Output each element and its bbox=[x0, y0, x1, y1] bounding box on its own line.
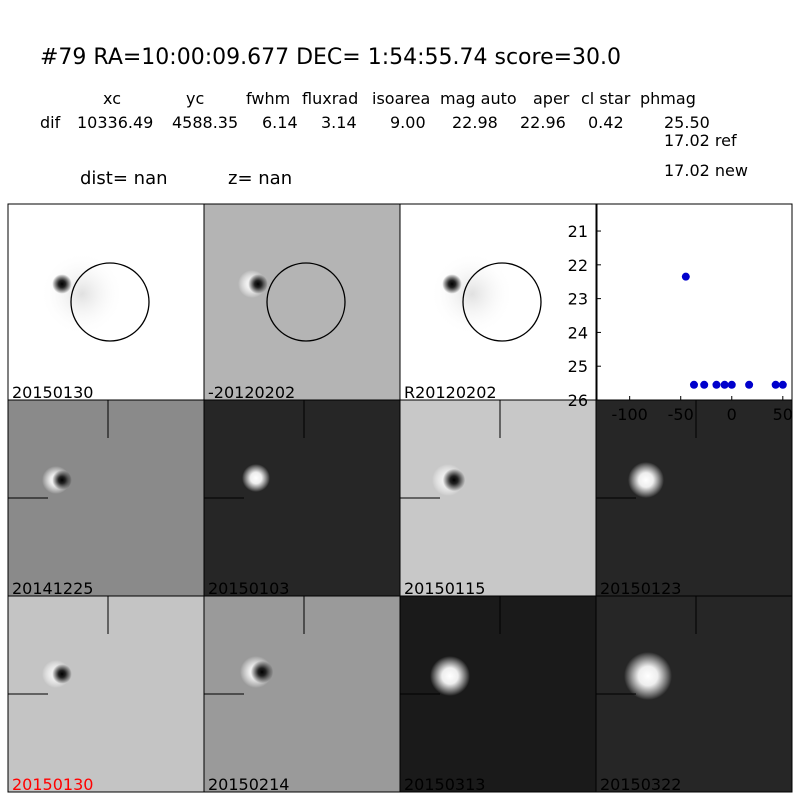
panel-label: 20150130 bbox=[12, 383, 93, 402]
column-header: fluxrad bbox=[302, 89, 358, 108]
image-panel: 20150130 bbox=[8, 204, 204, 402]
y-tick-label: 21 bbox=[568, 222, 588, 241]
image-panel: 20150115 bbox=[400, 400, 596, 598]
data-point bbox=[728, 381, 736, 389]
cell: 22.98 bbox=[452, 113, 498, 132]
column-header: isoarea bbox=[372, 89, 430, 108]
column-header: yc bbox=[186, 89, 204, 108]
column-header: mag auto bbox=[440, 89, 517, 108]
plot-bg bbox=[597, 204, 792, 400]
panel-label: 20150103 bbox=[208, 579, 289, 598]
panel-label: R20120202 bbox=[404, 383, 497, 402]
panel-label: 20150130 bbox=[12, 775, 93, 794]
image-panel: 20150214 bbox=[204, 596, 400, 794]
cell: 3.14 bbox=[321, 113, 357, 132]
cell: 10336.49 bbox=[77, 113, 153, 132]
x-tick-label: 50 bbox=[773, 405, 793, 424]
dark-blob bbox=[251, 661, 273, 683]
image-panel: 20141225 bbox=[8, 400, 204, 598]
z: z= nan bbox=[228, 168, 292, 189]
image-panel: R20120202 bbox=[400, 204, 596, 402]
image-panel: 20150322 bbox=[596, 596, 792, 794]
column-header: phmag bbox=[640, 89, 696, 108]
dist: dist= nan bbox=[80, 168, 168, 189]
panel-label: 20141225 bbox=[12, 579, 93, 598]
halo bbox=[40, 252, 124, 336]
title: #79 RA=10:00:09.677 DEC= 1:54:55.74 scor… bbox=[40, 45, 621, 70]
data-point bbox=[772, 381, 780, 389]
bright-blob bbox=[242, 464, 270, 492]
image-panel: 20150123 bbox=[596, 400, 792, 598]
panel-label: -20120202 bbox=[208, 383, 295, 402]
column-header: fwhm bbox=[246, 89, 290, 108]
y-tick-label: 25 bbox=[568, 357, 588, 376]
dark-blob bbox=[248, 274, 268, 294]
cell: 0.42 bbox=[588, 113, 624, 132]
cell: 22.96 bbox=[520, 113, 566, 132]
panel-label: 20150214 bbox=[208, 775, 289, 794]
data-point bbox=[779, 381, 787, 389]
halo bbox=[430, 252, 514, 336]
row-label: dif bbox=[40, 113, 61, 132]
panel-label: 20150313 bbox=[404, 775, 485, 794]
cell: 9.00 bbox=[390, 113, 426, 132]
image-panel: 20150130 bbox=[8, 596, 204, 794]
dark-blob bbox=[52, 274, 72, 294]
data-point bbox=[682, 273, 690, 281]
panel-label: 20150115 bbox=[404, 579, 485, 598]
column-header: cl star bbox=[581, 89, 631, 108]
data-point bbox=[721, 381, 729, 389]
column-header: xc bbox=[103, 89, 121, 108]
x-tick-label: -50 bbox=[668, 405, 694, 424]
panel-bg bbox=[204, 204, 400, 400]
image-panel: -20120202 bbox=[204, 204, 400, 402]
column-header: aper bbox=[533, 89, 570, 108]
cell: 4588.35 bbox=[172, 113, 238, 132]
data-point bbox=[700, 381, 708, 389]
dark-blob bbox=[52, 664, 72, 684]
dark-blob bbox=[442, 274, 462, 294]
y-tick-label: 22 bbox=[568, 256, 588, 275]
data-point bbox=[712, 381, 720, 389]
dark-blob bbox=[52, 470, 72, 490]
image-panel: 20150313 bbox=[400, 596, 596, 794]
y-tick-label: 26 bbox=[568, 391, 588, 410]
x-tick-label: -100 bbox=[612, 405, 648, 424]
data-point bbox=[745, 381, 753, 389]
x-tick-label: 0 bbox=[727, 405, 737, 424]
phmag-ref: 17.02 ref bbox=[664, 131, 737, 150]
y-tick-label: 24 bbox=[568, 323, 588, 342]
bright-blob bbox=[624, 652, 672, 700]
y-tick-label: 23 bbox=[568, 290, 588, 309]
cell: 25.50 bbox=[664, 113, 710, 132]
cell: 6.14 bbox=[262, 113, 298, 132]
panel-label: 20150322 bbox=[600, 775, 681, 794]
bright-blob bbox=[430, 656, 470, 696]
bright-blob bbox=[628, 462, 664, 498]
data-point bbox=[690, 381, 698, 389]
phmag-new: 17.02 new bbox=[664, 161, 748, 180]
dark-blob bbox=[443, 469, 465, 491]
image-panel: 20150103 bbox=[204, 400, 400, 598]
panel-label: 20150123 bbox=[600, 579, 681, 598]
